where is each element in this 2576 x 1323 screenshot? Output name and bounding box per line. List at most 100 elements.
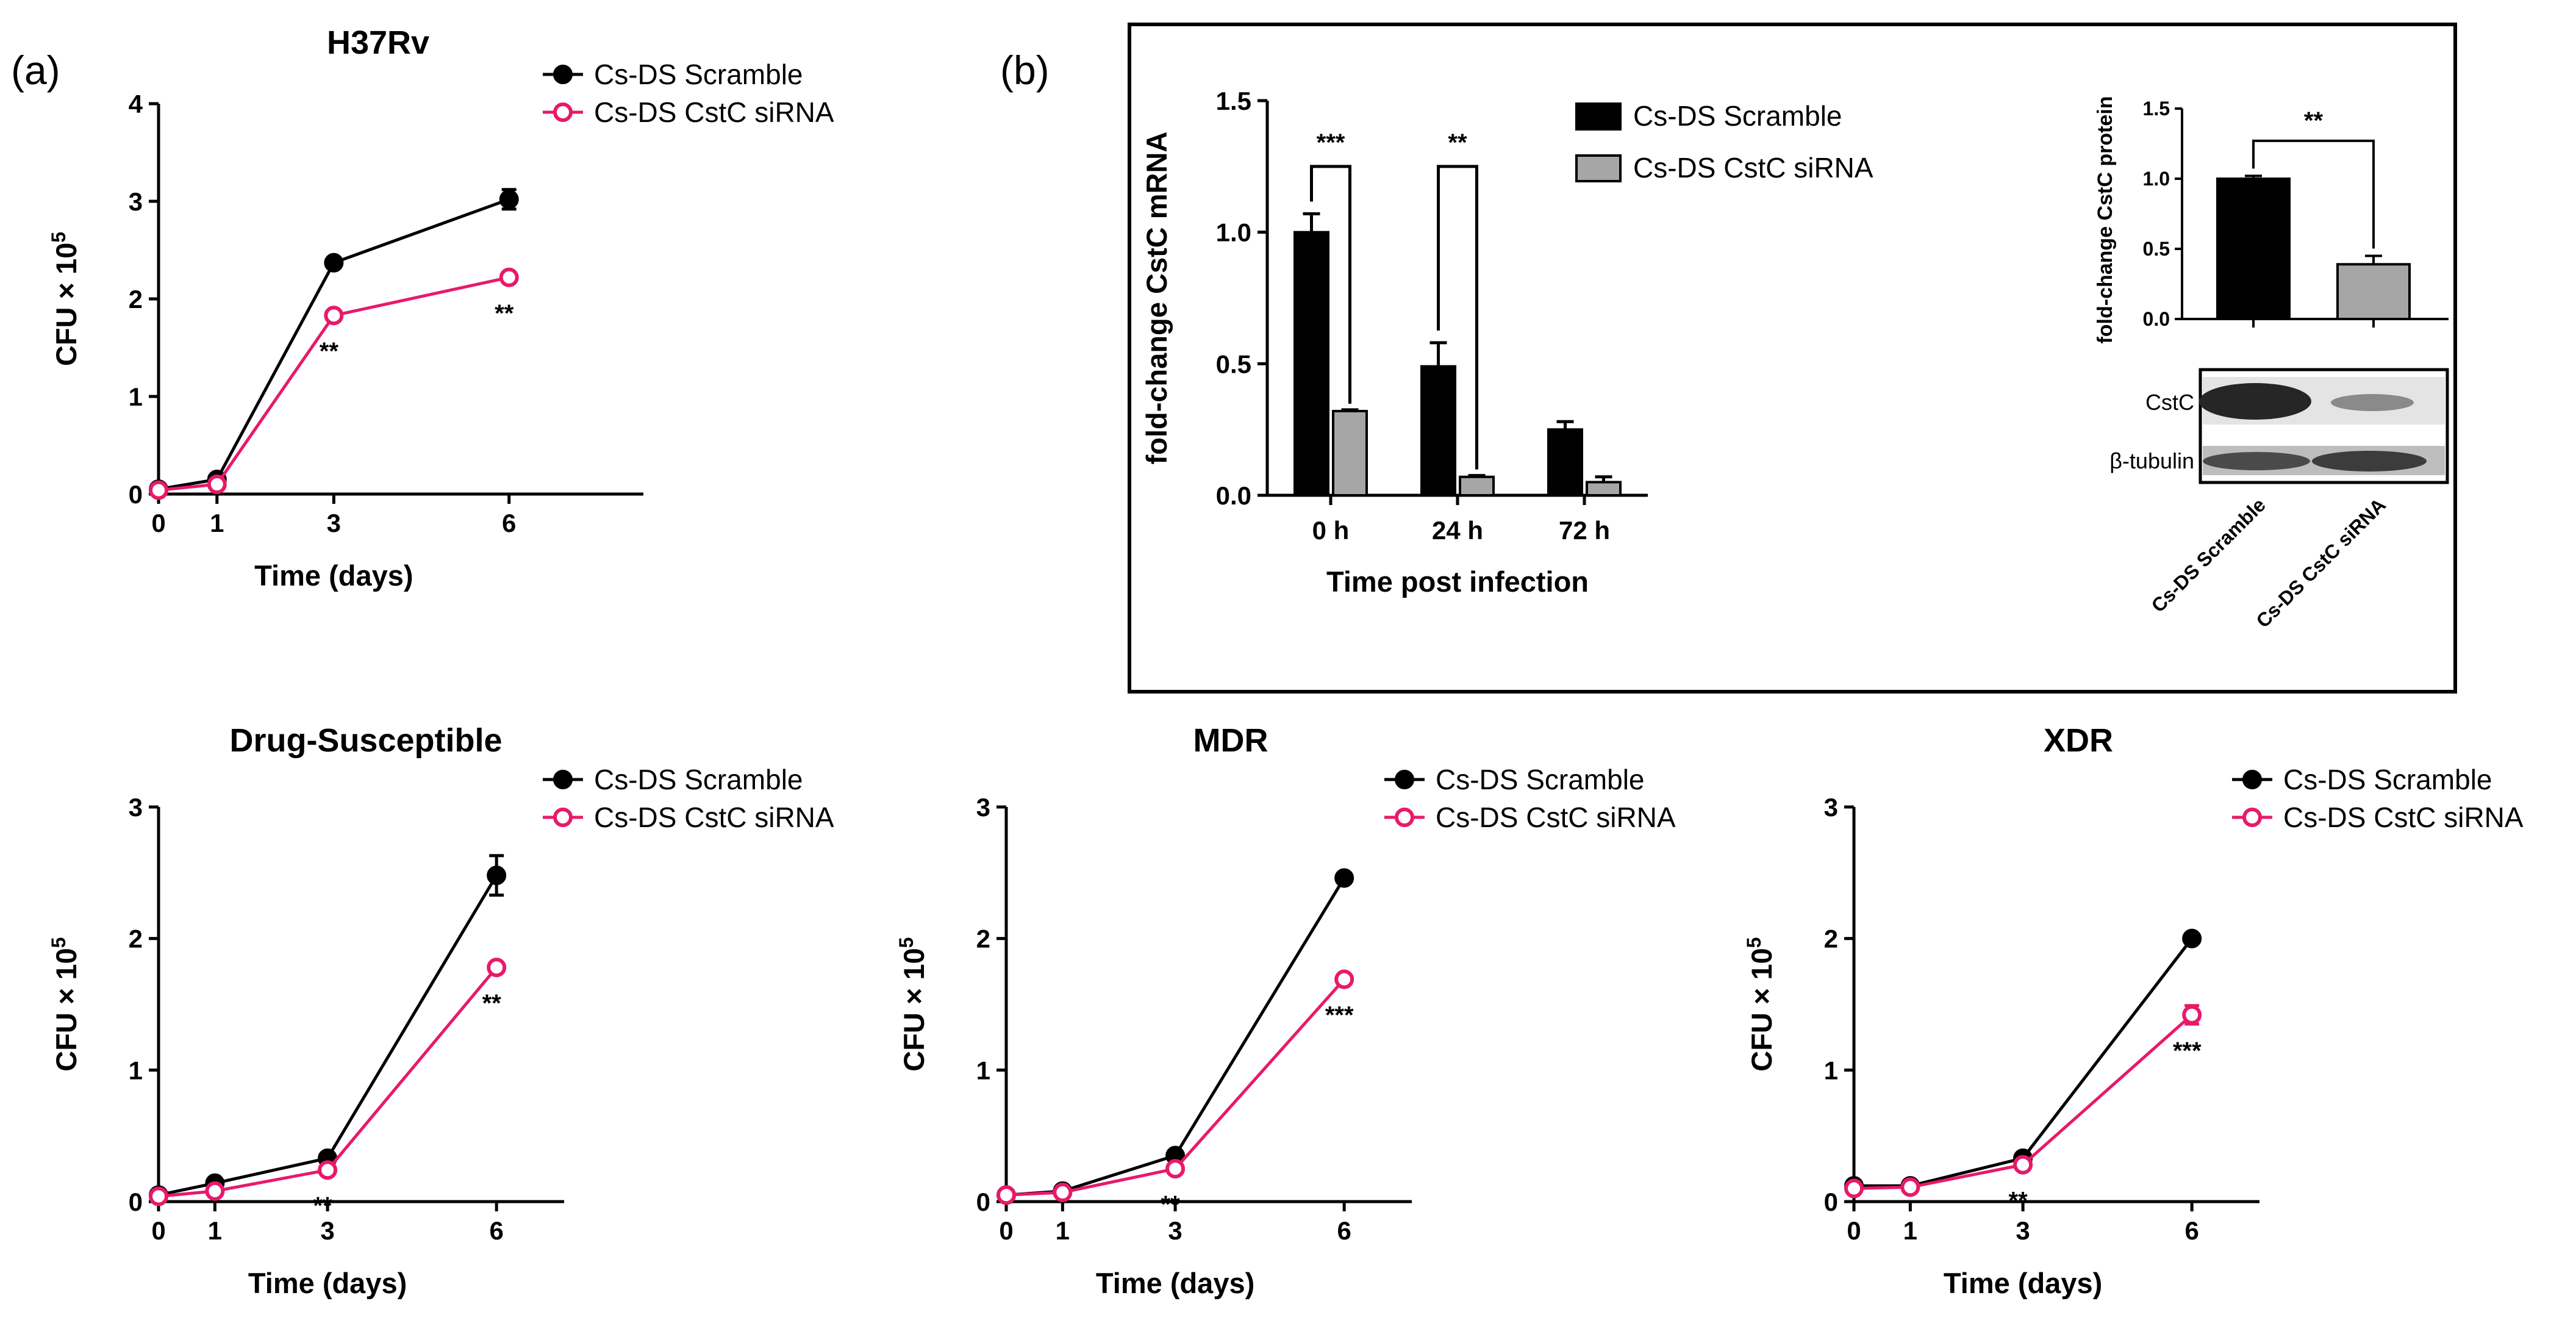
legend-marker-sirna <box>553 808 573 827</box>
y-tick-label: 0 <box>976 1188 990 1216</box>
bar-scramble <box>2216 177 2291 320</box>
y-tick-label: 0 <box>129 1188 143 1216</box>
x-tick-label: 72 h <box>1559 516 1610 545</box>
y-axis-label-superscript: 5 <box>48 937 70 948</box>
x-tick-label: 0 <box>1847 1216 1861 1245</box>
y-tick-label: 1 <box>976 1056 990 1085</box>
x-axis-label: Time (days) <box>1096 1267 1254 1299</box>
data-point-sirna <box>1053 1182 1073 1202</box>
y-tick-label: 0 <box>129 480 143 509</box>
chart-drug-susceptible: Drug-Susceptible 0 1 2 3 0 1 3 6 Time (days) CFU ×… <box>48 722 834 1299</box>
x-tick-label: 1 <box>1056 1216 1070 1245</box>
blot-band-cstc-sirna <box>2331 394 2414 411</box>
series-line-sirna <box>1853 1013 2193 1190</box>
x-tick-label: 6 <box>2184 1216 2199 1245</box>
legend-label-scramble: Cs-DS Scramble <box>594 764 803 795</box>
series-line-scramble <box>158 198 510 491</box>
chart-title: H37Rv <box>327 24 429 61</box>
legend-label-sirna: Cs-DS CstC siRNA <box>2283 801 2524 833</box>
y-tick-label: 1 <box>129 382 143 411</box>
x-tick-label: 0 h <box>1312 516 1350 545</box>
y-tick-label: 3 <box>1824 793 1838 822</box>
charts-layer: H37Rv 0 1 2 3 4 0 1 3 6 Time (days) CFU × 105 ** ** Cs… <box>48 24 2524 1299</box>
x-tick-label: Cs-DS Scramble <box>2147 493 2270 617</box>
significance-label: ** <box>482 990 502 1017</box>
y-axis-label: CFU × 105 <box>895 937 930 1071</box>
legend-swatch-sirna <box>1575 154 1622 182</box>
legend-marker-scramble <box>553 65 573 84</box>
y-tick-label: 0.0 <box>2143 308 2170 330</box>
legend-label-scramble: Cs-DS Scramble <box>1436 764 1645 795</box>
significance-label: *** <box>2173 1038 2202 1064</box>
legend-label-sirna: Cs-DS CstC siRNA <box>594 801 834 833</box>
y-axis-label-superscript: 5 <box>1743 937 1765 948</box>
data-point-sirna <box>149 1186 168 1206</box>
x-axis-label: Time (days) <box>1944 1267 2102 1299</box>
x-tick-label: 3 <box>327 509 341 537</box>
x-tick-label: 3 <box>1168 1216 1182 1245</box>
series-line-sirna <box>1006 978 1346 1197</box>
data-point-scramble <box>2182 928 2202 948</box>
legend-marker-scramble <box>1395 770 1414 789</box>
data-point-sirna <box>205 1181 225 1201</box>
data-point-sirna <box>1165 1159 1186 1179</box>
data-point-sirna <box>2013 1155 2033 1175</box>
significance-label: ** <box>2304 107 2324 134</box>
y-tick-label: 2 <box>129 925 143 953</box>
significance-label: *** <box>1325 1002 1354 1029</box>
y-tick-label: 2 <box>1824 925 1838 953</box>
blot-label-tubulin: β-tubulin <box>2109 448 2194 473</box>
legend-marker-sirna <box>1395 808 1414 827</box>
bar-sirna <box>1459 475 1495 497</box>
y-tick-label: 0.5 <box>2143 238 2170 260</box>
bar-sirna <box>1332 409 1368 497</box>
significance-label: ** <box>495 300 514 327</box>
significance-label: ** <box>1448 129 1467 156</box>
y-axis-label: CFU × 105 <box>48 232 82 366</box>
bar-sirna <box>2336 263 2411 320</box>
y-tick-label: 1 <box>129 1056 143 1085</box>
chart-title: XDR <box>2044 722 2113 759</box>
y-axis-label: CFU × 105 <box>48 937 82 1071</box>
data-point-sirna <box>149 480 168 500</box>
legend-marker-sirna <box>2242 808 2262 827</box>
chart-title: MDR <box>1193 722 1268 759</box>
legend-label-sirna: Cs-DS CstC siRNA <box>1633 152 1873 184</box>
x-tick-label: Cs-DS CstC siRNA <box>2252 493 2390 632</box>
legend-marker-scramble <box>2242 770 2262 789</box>
chart-protein: 0.0 0.5 1.0 1.5 fold-change CstC protein ** Cs… <box>2094 96 2449 632</box>
legend-label-scramble: Cs-DS Scramble <box>594 59 803 90</box>
significance-bracket <box>1437 165 1478 470</box>
data-point-sirna <box>2182 1005 2202 1025</box>
data-point-scramble <box>324 253 344 273</box>
data-point-sirna <box>1334 969 1354 989</box>
legend-marker-scramble <box>553 770 573 789</box>
legend-marker-sirna <box>553 102 573 122</box>
significance-label: ** <box>313 1192 333 1219</box>
blot-band-tubulin-scramble <box>2203 452 2310 470</box>
data-point-sirna <box>324 306 344 326</box>
y-tick-label: 2 <box>129 285 143 314</box>
x-tick-label: 0 <box>151 509 165 537</box>
chart-mrna: 0.0 0.5 1.0 1.5 Time post infection fold-chan… <box>1140 87 1873 598</box>
bar-sirna <box>1586 481 1622 497</box>
data-point-sirna <box>318 1160 338 1180</box>
y-axis-label-superscript: 5 <box>895 937 917 948</box>
y-tick-label: 1.5 <box>2143 98 2170 120</box>
y-tick-label: 0 <box>1824 1188 1838 1216</box>
significance-label: ** <box>2009 1188 2028 1214</box>
chart-title: Drug-Susceptible <box>229 722 502 759</box>
blot-band-tubulin-sirna <box>2312 451 2427 471</box>
data-point-sirna <box>487 958 507 978</box>
significance-bracket <box>1310 165 1351 404</box>
x-axis-label: Time (days) <box>254 559 413 592</box>
y-tick-label: 2 <box>976 925 990 953</box>
panel-b-letter: (b) <box>1000 48 1050 93</box>
y-axis-label: fold-change CstC mRNA <box>1140 132 1173 465</box>
series-line-sirna <box>158 276 510 492</box>
y-tick-label: 1.5 <box>1216 87 1251 115</box>
data-point-scramble <box>1334 868 1354 888</box>
significance-label: *** <box>1317 129 1345 156</box>
